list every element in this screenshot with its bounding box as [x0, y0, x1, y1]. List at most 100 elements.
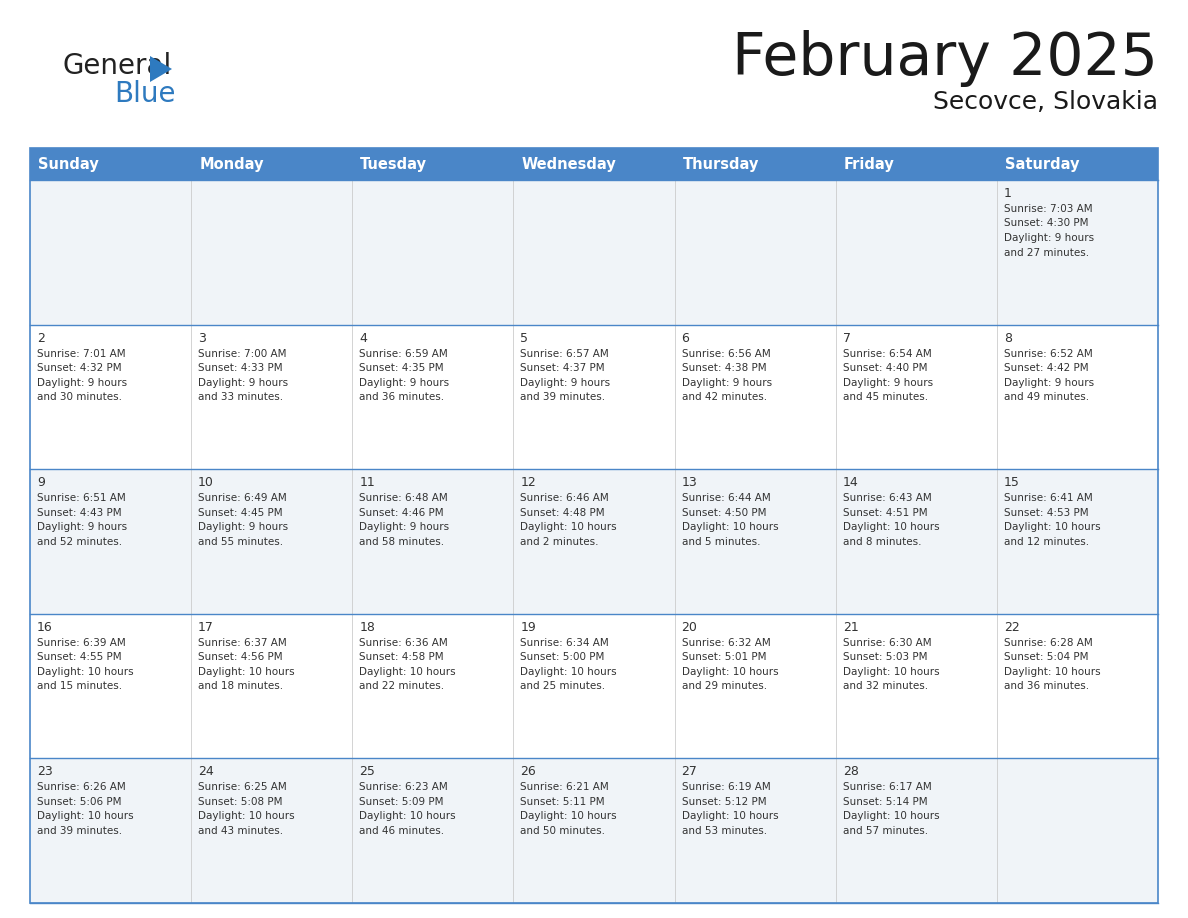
Text: Sunday: Sunday: [38, 156, 99, 172]
Text: Daylight: 9 hours: Daylight: 9 hours: [37, 522, 127, 532]
Text: and 46 minutes.: and 46 minutes.: [359, 826, 444, 836]
Text: and 43 minutes.: and 43 minutes.: [198, 826, 283, 836]
Text: and 39 minutes.: and 39 minutes.: [37, 826, 122, 836]
Text: Sunrise: 6:26 AM: Sunrise: 6:26 AM: [37, 782, 126, 792]
Text: Sunset: 4:38 PM: Sunset: 4:38 PM: [682, 364, 766, 373]
Text: and 53 minutes.: and 53 minutes.: [682, 826, 766, 836]
Text: Daylight: 10 hours: Daylight: 10 hours: [520, 522, 617, 532]
Text: Sunset: 4:50 PM: Sunset: 4:50 PM: [682, 508, 766, 518]
Text: and 18 minutes.: and 18 minutes.: [198, 681, 283, 691]
Text: and 29 minutes.: and 29 minutes.: [682, 681, 766, 691]
Text: and 27 minutes.: and 27 minutes.: [1004, 248, 1089, 258]
Text: Sunset: 4:35 PM: Sunset: 4:35 PM: [359, 364, 444, 373]
Text: and 55 minutes.: and 55 minutes.: [198, 537, 283, 547]
Text: Sunset: 4:58 PM: Sunset: 4:58 PM: [359, 653, 444, 662]
Text: Sunrise: 6:57 AM: Sunrise: 6:57 AM: [520, 349, 609, 359]
Text: 11: 11: [359, 476, 375, 489]
Text: Sunset: 4:53 PM: Sunset: 4:53 PM: [1004, 508, 1088, 518]
Text: and 15 minutes.: and 15 minutes.: [37, 681, 122, 691]
Text: Daylight: 9 hours: Daylight: 9 hours: [682, 377, 772, 387]
Text: 1: 1: [1004, 187, 1012, 200]
Text: Daylight: 9 hours: Daylight: 9 hours: [1004, 233, 1094, 243]
Text: 24: 24: [198, 766, 214, 778]
Text: 3: 3: [198, 331, 206, 344]
Text: and 57 minutes.: and 57 minutes.: [842, 826, 928, 836]
Text: Daylight: 10 hours: Daylight: 10 hours: [842, 522, 940, 532]
Text: Sunset: 5:12 PM: Sunset: 5:12 PM: [682, 797, 766, 807]
Text: Wednesday: Wednesday: [522, 156, 617, 172]
Text: Sunrise: 6:19 AM: Sunrise: 6:19 AM: [682, 782, 770, 792]
Text: Sunrise: 6:44 AM: Sunrise: 6:44 AM: [682, 493, 770, 503]
Text: Daylight: 9 hours: Daylight: 9 hours: [520, 377, 611, 387]
Text: Blue: Blue: [114, 80, 176, 108]
Text: Daylight: 10 hours: Daylight: 10 hours: [520, 812, 617, 822]
Text: Daylight: 9 hours: Daylight: 9 hours: [359, 522, 449, 532]
Text: 9: 9: [37, 476, 45, 489]
Text: Sunrise: 6:41 AM: Sunrise: 6:41 AM: [1004, 493, 1093, 503]
Text: Daylight: 10 hours: Daylight: 10 hours: [842, 666, 940, 677]
Bar: [30, 614, 1158, 758]
Text: Sunset: 5:14 PM: Sunset: 5:14 PM: [842, 797, 928, 807]
Bar: [30, 758, 1158, 903]
Text: 28: 28: [842, 766, 859, 778]
Text: 12: 12: [520, 476, 536, 489]
Bar: [30, 469, 1158, 614]
Text: and 39 minutes.: and 39 minutes.: [520, 392, 606, 402]
Text: 23: 23: [37, 766, 52, 778]
Text: and 8 minutes.: and 8 minutes.: [842, 537, 921, 547]
Text: and 36 minutes.: and 36 minutes.: [359, 392, 444, 402]
Text: and 5 minutes.: and 5 minutes.: [682, 537, 760, 547]
Text: and 33 minutes.: and 33 minutes.: [198, 392, 283, 402]
Text: Sunrise: 6:28 AM: Sunrise: 6:28 AM: [1004, 638, 1093, 648]
Text: Sunrise: 6:56 AM: Sunrise: 6:56 AM: [682, 349, 770, 359]
Text: 17: 17: [198, 621, 214, 633]
Text: Sunrise: 6:48 AM: Sunrise: 6:48 AM: [359, 493, 448, 503]
Text: and 50 minutes.: and 50 minutes.: [520, 826, 606, 836]
Text: 16: 16: [37, 621, 52, 633]
Text: Monday: Monday: [200, 156, 264, 172]
Text: 14: 14: [842, 476, 859, 489]
Text: Daylight: 10 hours: Daylight: 10 hours: [37, 666, 133, 677]
Text: Sunrise: 7:01 AM: Sunrise: 7:01 AM: [37, 349, 126, 359]
Text: Tuesday: Tuesday: [360, 156, 428, 172]
Text: 21: 21: [842, 621, 859, 633]
Text: Sunset: 5:00 PM: Sunset: 5:00 PM: [520, 653, 605, 662]
Text: 10: 10: [198, 476, 214, 489]
Text: Daylight: 10 hours: Daylight: 10 hours: [359, 812, 456, 822]
Text: Daylight: 9 hours: Daylight: 9 hours: [359, 377, 449, 387]
Text: Daylight: 9 hours: Daylight: 9 hours: [1004, 377, 1094, 387]
Text: Daylight: 10 hours: Daylight: 10 hours: [1004, 522, 1100, 532]
Text: and 22 minutes.: and 22 minutes.: [359, 681, 444, 691]
Text: Sunset: 5:01 PM: Sunset: 5:01 PM: [682, 653, 766, 662]
Text: 5: 5: [520, 331, 529, 344]
Text: 19: 19: [520, 621, 536, 633]
Text: Friday: Friday: [843, 156, 895, 172]
Text: Sunset: 4:45 PM: Sunset: 4:45 PM: [198, 508, 283, 518]
Text: 25: 25: [359, 766, 375, 778]
Text: 13: 13: [682, 476, 697, 489]
Text: Sunrise: 6:17 AM: Sunrise: 6:17 AM: [842, 782, 931, 792]
Text: 15: 15: [1004, 476, 1019, 489]
Text: Sunset: 5:04 PM: Sunset: 5:04 PM: [1004, 653, 1088, 662]
Text: and 36 minutes.: and 36 minutes.: [1004, 681, 1089, 691]
Text: Daylight: 10 hours: Daylight: 10 hours: [359, 666, 456, 677]
Bar: [30, 325, 1158, 469]
Text: Sunset: 4:32 PM: Sunset: 4:32 PM: [37, 364, 121, 373]
Text: Sunrise: 6:21 AM: Sunrise: 6:21 AM: [520, 782, 609, 792]
Text: Sunrise: 6:52 AM: Sunrise: 6:52 AM: [1004, 349, 1093, 359]
Text: Daylight: 9 hours: Daylight: 9 hours: [842, 377, 933, 387]
Text: Sunset: 4:51 PM: Sunset: 4:51 PM: [842, 508, 928, 518]
Text: 2: 2: [37, 331, 45, 344]
Text: Sunset: 4:56 PM: Sunset: 4:56 PM: [198, 653, 283, 662]
Text: 7: 7: [842, 331, 851, 344]
Text: Sunrise: 6:46 AM: Sunrise: 6:46 AM: [520, 493, 609, 503]
Text: Sunset: 5:08 PM: Sunset: 5:08 PM: [198, 797, 283, 807]
Text: Daylight: 10 hours: Daylight: 10 hours: [198, 812, 295, 822]
Bar: [30, 148, 1158, 180]
Text: Sunset: 4:43 PM: Sunset: 4:43 PM: [37, 508, 121, 518]
Text: and 12 minutes.: and 12 minutes.: [1004, 537, 1089, 547]
Text: Sunrise: 6:32 AM: Sunrise: 6:32 AM: [682, 638, 770, 648]
Text: Sunrise: 6:49 AM: Sunrise: 6:49 AM: [198, 493, 286, 503]
Text: Sunset: 5:11 PM: Sunset: 5:11 PM: [520, 797, 605, 807]
Text: Sunrise: 6:51 AM: Sunrise: 6:51 AM: [37, 493, 126, 503]
